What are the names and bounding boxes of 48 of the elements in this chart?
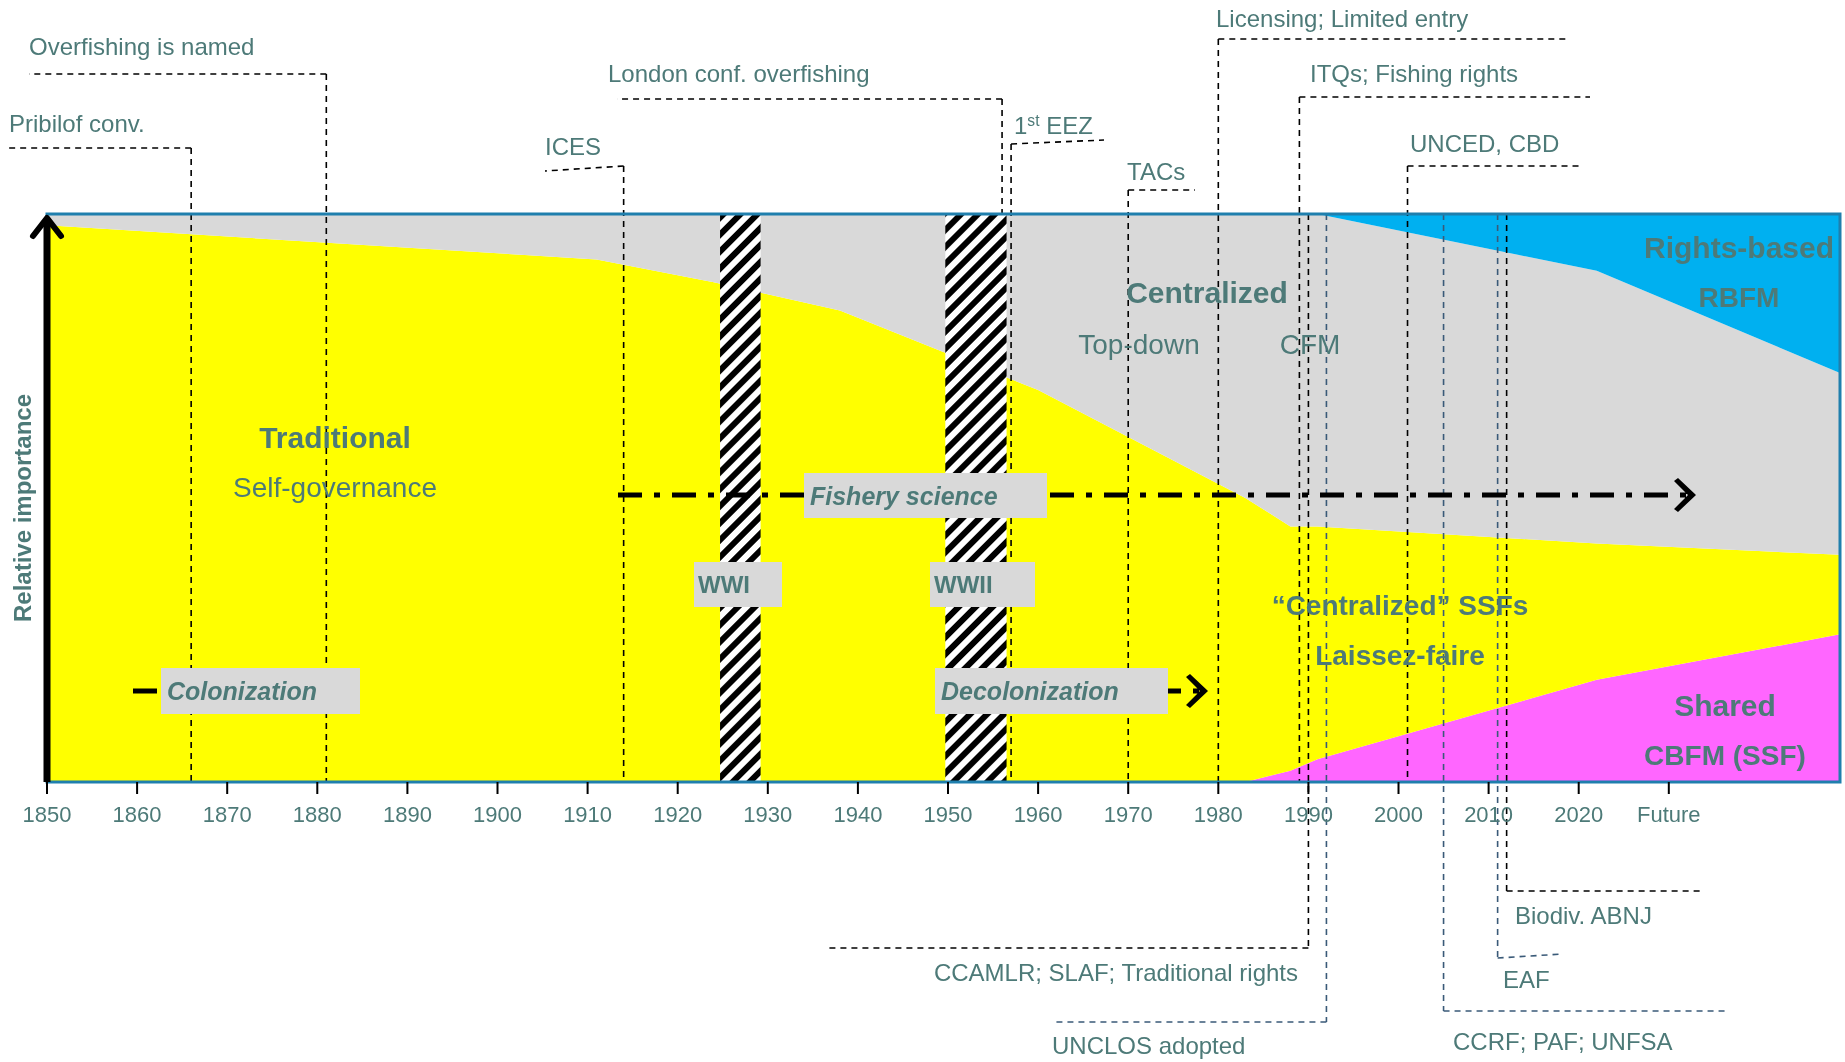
annotation: Self-governance: [233, 471, 437, 503]
ref-line-label: UNCLOS adopted: [1052, 1032, 1246, 1059]
x-tick-label: 1970: [1103, 802, 1153, 827]
x-tick-label: 1860: [112, 802, 162, 827]
band-label: WWII: [934, 571, 993, 598]
ref-line-label: 1$^{st}$ EEZ: [1014, 111, 1093, 139]
x-tick-label: 1850: [22, 802, 72, 827]
ref-line-label: Biodiv. ABNJ: [1515, 902, 1652, 929]
annotation: Decolonization: [941, 677, 1119, 705]
annotation: Laissez-faire: [1315, 639, 1485, 671]
series-label: Traditional: [259, 420, 411, 454]
annotation: Fishery science: [810, 481, 998, 510]
x-tick-label: 2020: [1554, 802, 1604, 827]
x-tick-label: 2000: [1374, 802, 1423, 827]
x-tick-label: 1900: [473, 802, 522, 827]
ref-line-label: ITQs; Fishing rights: [1310, 60, 1519, 87]
annotation: Colonization: [167, 677, 317, 705]
x-tick-label: 1960: [1013, 802, 1063, 827]
x-tick-label: 1920: [653, 802, 703, 827]
ref-line-label: CCAMLR; SLAF; Traditional rights: [933, 959, 1298, 986]
ref-line-label: TACs: [1127, 158, 1186, 185]
x-tick-label: 1910: [563, 802, 613, 827]
annotation: CBFM (SSF): [1644, 739, 1806, 771]
ref-line-label: UNCED, CBD: [1410, 130, 1560, 157]
ref-line-label: ICES: [545, 133, 602, 160]
band-label: WWI: [698, 571, 750, 598]
x-tick-label: 1870: [202, 802, 252, 827]
ref-line-label: Pribilof conv.: [9, 110, 145, 137]
ref-line-label: CCRF; PAF; UNFSA: [1453, 1028, 1673, 1055]
ref-line-label: Licensing; Limited entry: [1216, 5, 1469, 32]
x-tick-label: 1940: [833, 802, 883, 827]
annotation: Top-down: [1078, 328, 1200, 360]
y-axis-title: Relative importance: [8, 393, 36, 623]
series-label: Shared: [1674, 688, 1776, 722]
x-tick-label: 1880: [292, 802, 342, 827]
x-tick-label: 1930: [743, 802, 793, 827]
x-tick-label: 1980: [1193, 802, 1243, 827]
x-tick-label: 1950: [923, 802, 973, 827]
x-tick-label: 2010: [1464, 802, 1514, 827]
legend-label: EAF: [1503, 966, 1550, 993]
ref-line-label: London conf. overfishing: [608, 60, 870, 87]
x-tick-label: Future: [1637, 802, 1701, 827]
x-tick-label: 1990: [1283, 802, 1333, 827]
series-label: Centralized: [1126, 275, 1288, 309]
annotation: RBFM: [1698, 281, 1780, 313]
x-tick-label: 1890: [382, 802, 432, 827]
ref-line-label: Overfishing is named: [29, 33, 255, 60]
series-label: Rights-based: [1643, 230, 1835, 264]
